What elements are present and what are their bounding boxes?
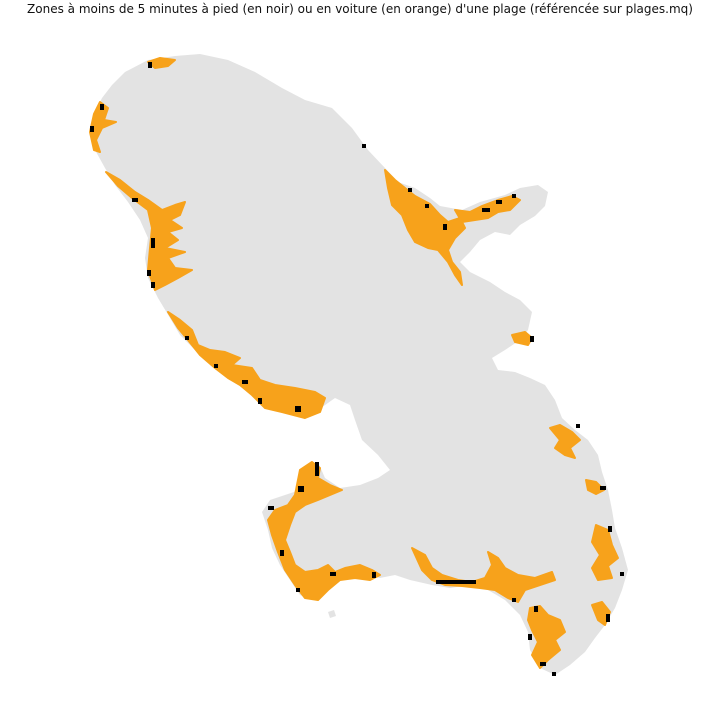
walk-zone <box>425 204 429 208</box>
walk-zone <box>512 194 516 198</box>
walk-zone <box>362 144 366 148</box>
walk-zone <box>280 550 284 556</box>
walk-zone <box>436 580 476 584</box>
walk-zones <box>90 62 624 676</box>
walk-zone <box>540 662 546 666</box>
walk-zone <box>552 672 556 676</box>
walk-zone <box>298 486 304 492</box>
walk-zone <box>132 198 138 202</box>
drive-zone-southeast <box>591 524 619 581</box>
walk-zone <box>151 282 155 288</box>
walk-zone <box>372 572 376 578</box>
walk-zone <box>100 104 104 110</box>
walk-zone <box>296 588 300 592</box>
drive-zone-southwest-peninsula <box>267 461 381 601</box>
walk-zone <box>151 238 155 248</box>
drive-zone-east-2 <box>549 424 581 459</box>
walk-zone <box>315 462 319 476</box>
walk-zone <box>443 224 447 230</box>
walk-zone <box>330 572 336 576</box>
drive-zone-north-tip <box>147 57 176 69</box>
walk-zone <box>295 406 301 412</box>
walk-zone <box>534 606 538 612</box>
walk-zone <box>512 598 516 602</box>
walk-zone <box>530 336 534 342</box>
walk-zone <box>600 486 606 490</box>
drive-zone-east-3 <box>585 479 605 495</box>
walk-zone <box>258 398 262 404</box>
walk-zone <box>90 126 94 132</box>
walk-zone <box>242 380 248 384</box>
walk-zone <box>482 208 490 212</box>
walk-zone <box>268 506 274 510</box>
walk-zone <box>620 572 624 576</box>
walk-zone <box>408 188 412 192</box>
walk-zone <box>528 634 532 640</box>
walk-zone <box>496 200 502 204</box>
drive-zones <box>89 57 619 669</box>
walk-zone <box>185 336 189 340</box>
map-title: Zones à moins de 5 minutes à pied (en no… <box>27 2 693 16</box>
walk-zone <box>576 424 580 428</box>
drive-zone-west-2 <box>167 311 326 419</box>
walk-zone <box>147 270 151 276</box>
walk-zone <box>608 526 612 532</box>
walk-zone <box>606 614 610 622</box>
walk-zone <box>148 62 152 68</box>
drive-zone-west-1 <box>105 171 193 291</box>
islet <box>328 610 336 618</box>
walk-zone <box>214 364 218 368</box>
drive-zone-northeast-bay <box>384 169 466 286</box>
drive-zone-south-tip <box>527 605 566 669</box>
